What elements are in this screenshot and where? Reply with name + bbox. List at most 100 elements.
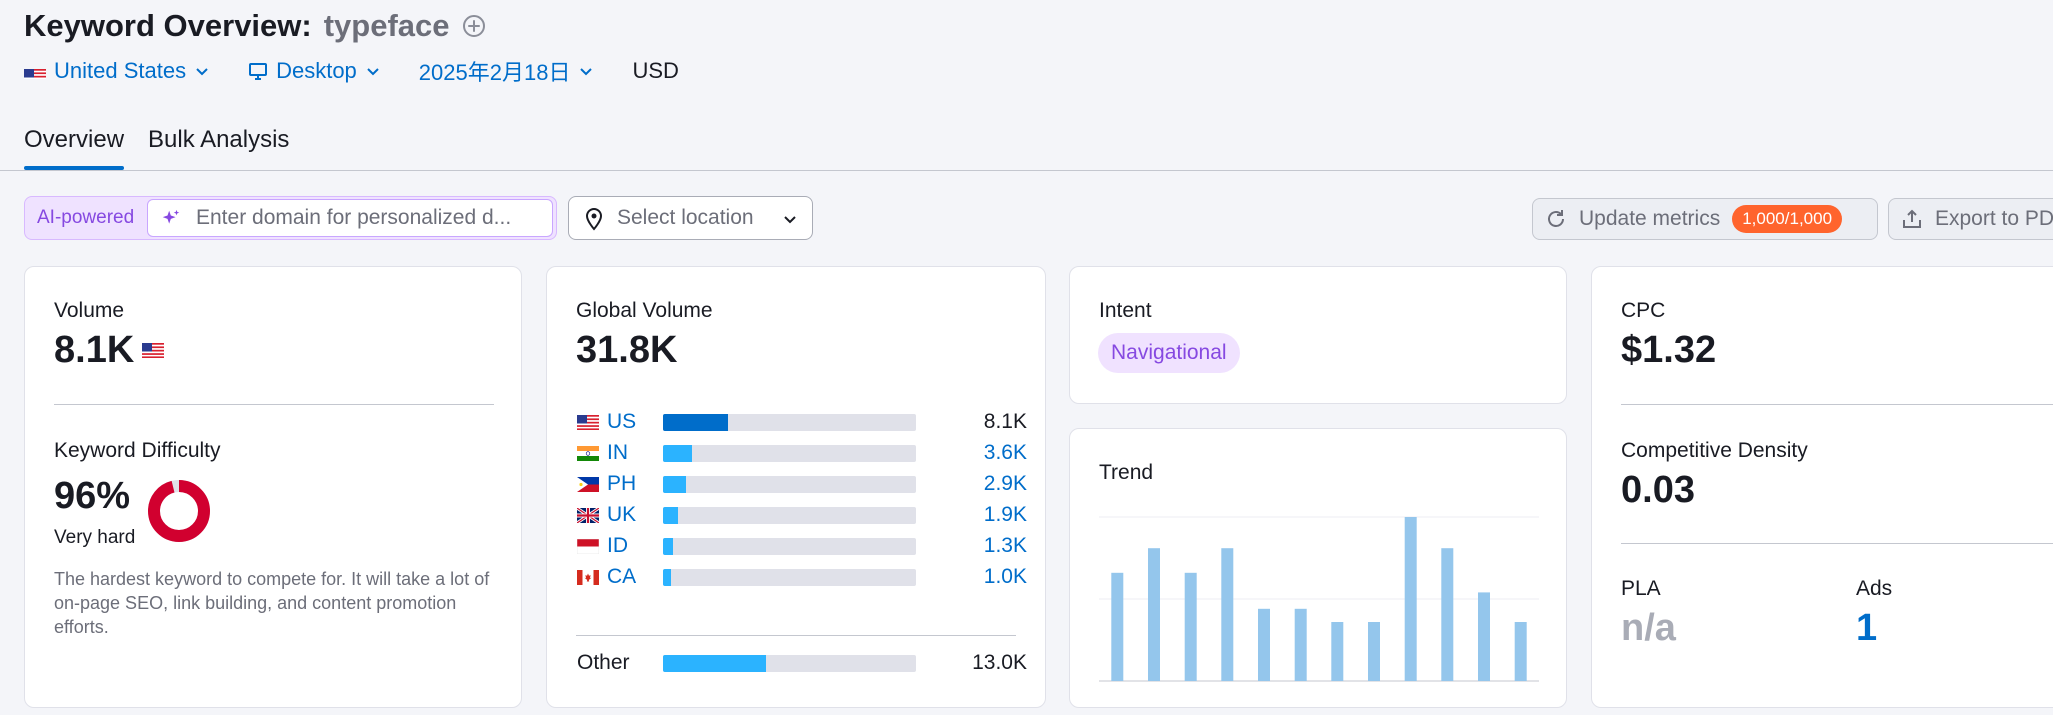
device-label: Desktop	[276, 58, 357, 83]
currency-label: USD	[632, 58, 678, 84]
country-volume-bar-fill	[663, 445, 692, 462]
competitive-density-label: Competitive Density	[1621, 439, 1808, 462]
ca-flag-icon	[577, 570, 599, 585]
trend-bar[interactable]	[1221, 548, 1234, 681]
country-volume-value: 8.1K	[983, 410, 1027, 433]
country-volume-bar	[663, 476, 916, 493]
ads-label: Ads	[1856, 577, 1893, 600]
country-volume-bar	[663, 414, 916, 431]
country-volume-row-ca[interactable]: CA 1.0K	[577, 564, 1027, 590]
cpc-label: CPC	[1621, 299, 1666, 322]
id-flag-icon	[577, 539, 599, 554]
date-selector[interactable]: 2025年2月18日	[419, 55, 595, 87]
title-row: Keyword Overview: typeface	[24, 6, 486, 46]
location-pin-icon	[585, 207, 603, 231]
trend-bar[interactable]	[1514, 622, 1527, 681]
country-volume-bar	[663, 445, 916, 462]
country-volume-bar	[663, 507, 916, 524]
trend-bar[interactable]	[1258, 608, 1270, 681]
trend-bar[interactable]	[1478, 592, 1490, 681]
ph-flag-icon	[577, 477, 599, 492]
other-volume-value: 13.0K	[972, 651, 1027, 674]
keyword-difficulty-label: Keyword Difficulty	[54, 439, 221, 462]
other-volume-bar	[663, 655, 916, 672]
trend-bar[interactable]	[1184, 572, 1197, 681]
update-metrics-label: Update metrics	[1579, 207, 1721, 230]
trend-bar[interactable]	[1331, 622, 1344, 681]
country-volume-row-in[interactable]: IN 3.6K	[577, 440, 1027, 466]
domain-input[interactable]: Enter domain for personalized d...	[147, 199, 553, 237]
tab-divider	[0, 170, 2053, 171]
trend-label: Trend	[1099, 461, 1154, 484]
sparkle-icon	[162, 209, 180, 224]
export-icon	[1903, 209, 1921, 228]
country-code[interactable]: PH	[607, 472, 637, 495]
update-metrics-button[interactable]: Update metrics 1,000/1,000	[1532, 198, 1878, 240]
country-volume-value[interactable]: 1.9K	[983, 503, 1027, 526]
volume-label: Volume	[54, 299, 125, 322]
page-header: Keyword Overview: typeface United States	[0, 0, 2053, 171]
device-selector[interactable]: Desktop	[248, 58, 381, 84]
add-to-list-icon[interactable]	[462, 14, 486, 38]
chevron-down-icon	[580, 68, 593, 76]
cd-divider	[1621, 543, 2053, 544]
refresh-icon	[1548, 210, 1564, 227]
page-title: Keyword Overview:	[24, 8, 312, 43]
country-volume-bar	[663, 569, 916, 586]
country-volume-value[interactable]: 3.6K	[983, 441, 1027, 464]
trend-bar[interactable]	[1404, 517, 1417, 681]
country-code[interactable]: CA	[607, 565, 637, 588]
country-volume-row-id[interactable]: ID 1.3K	[577, 533, 1027, 559]
tab-bulk-analysis[interactable]: Bulk Analysis	[148, 126, 290, 153]
chevron-down-icon	[367, 68, 379, 76]
ads-value[interactable]: 1	[1856, 607, 1878, 649]
chevron-down-icon	[196, 68, 208, 76]
country-code[interactable]: US	[607, 410, 637, 433]
country-volume-row-ph[interactable]: PH 2.9K	[577, 471, 1027, 497]
volume-card: Volume 8.1K Keyword Difficulty 96% Very …	[24, 266, 522, 708]
cpc-value: $1.32	[1621, 329, 1717, 371]
country-volume-row-uk[interactable]: UK 1.9K	[577, 502, 1027, 528]
us-flag-icon	[24, 64, 46, 79]
country-volume-value[interactable]: 2.9K	[983, 472, 1027, 495]
keyword-difficulty-value: 96%	[54, 475, 131, 517]
location-select[interactable]: Select location	[568, 196, 813, 240]
trend-bar[interactable]	[1368, 622, 1380, 681]
country-volume-bar-fill	[663, 476, 686, 493]
country-volume-row-us[interactable]: US 8.1K	[577, 409, 1027, 435]
country-label: United States	[54, 58, 187, 83]
global-volume-value: 31.8K	[576, 329, 678, 371]
chevron-down-icon	[784, 216, 796, 224]
country-code[interactable]: ID	[607, 534, 628, 557]
other-volume-bar-fill	[663, 655, 766, 672]
intent-label: Intent	[1099, 299, 1152, 322]
tab-overview[interactable]: Overview	[24, 122, 125, 170]
country-code[interactable]: IN	[607, 441, 628, 464]
trend-bar[interactable]	[1111, 572, 1124, 681]
country-volume-bar-fill	[663, 538, 673, 555]
country-volume-value[interactable]: 1.0K	[983, 565, 1027, 588]
country-volume-value[interactable]: 1.3K	[983, 534, 1027, 557]
trend-chart	[1099, 516, 1539, 682]
cpc-divider	[1621, 404, 2053, 405]
volume-value: 8.1K	[54, 329, 135, 371]
trend-bar[interactable]	[1441, 548, 1454, 681]
intent-badge[interactable]: Navigational	[1098, 333, 1240, 373]
tab-bar: Overview Bulk Analysis	[24, 122, 313, 170]
volume-value-row: 8.1K	[54, 329, 165, 372]
country-volume-bar-fill	[663, 414, 728, 431]
pla-value: n/a	[1621, 607, 1676, 649]
trend-bar[interactable]	[1148, 548, 1160, 681]
export-pdf-button[interactable]: Export to PDF	[1888, 198, 2053, 240]
country-selector[interactable]: United States	[24, 58, 210, 84]
ai-domain-group: AI-powered Enter domain for personalized…	[24, 196, 557, 240]
cpc-card: CPC $1.32 Competitive Density 0.03 PLA n…	[1591, 266, 2053, 708]
us-flag-icon	[142, 343, 165, 358]
trend-bar[interactable]	[1294, 608, 1307, 681]
export-pdf-label: Export to PDF	[1935, 207, 2053, 230]
trend-card: Trend	[1069, 428, 1567, 708]
country-code[interactable]: UK	[607, 503, 637, 526]
volume-divider	[54, 404, 494, 405]
keyword-difficulty-level: Very hard	[54, 527, 136, 548]
other-volume-row: Other 13.0K	[577, 650, 1027, 676]
